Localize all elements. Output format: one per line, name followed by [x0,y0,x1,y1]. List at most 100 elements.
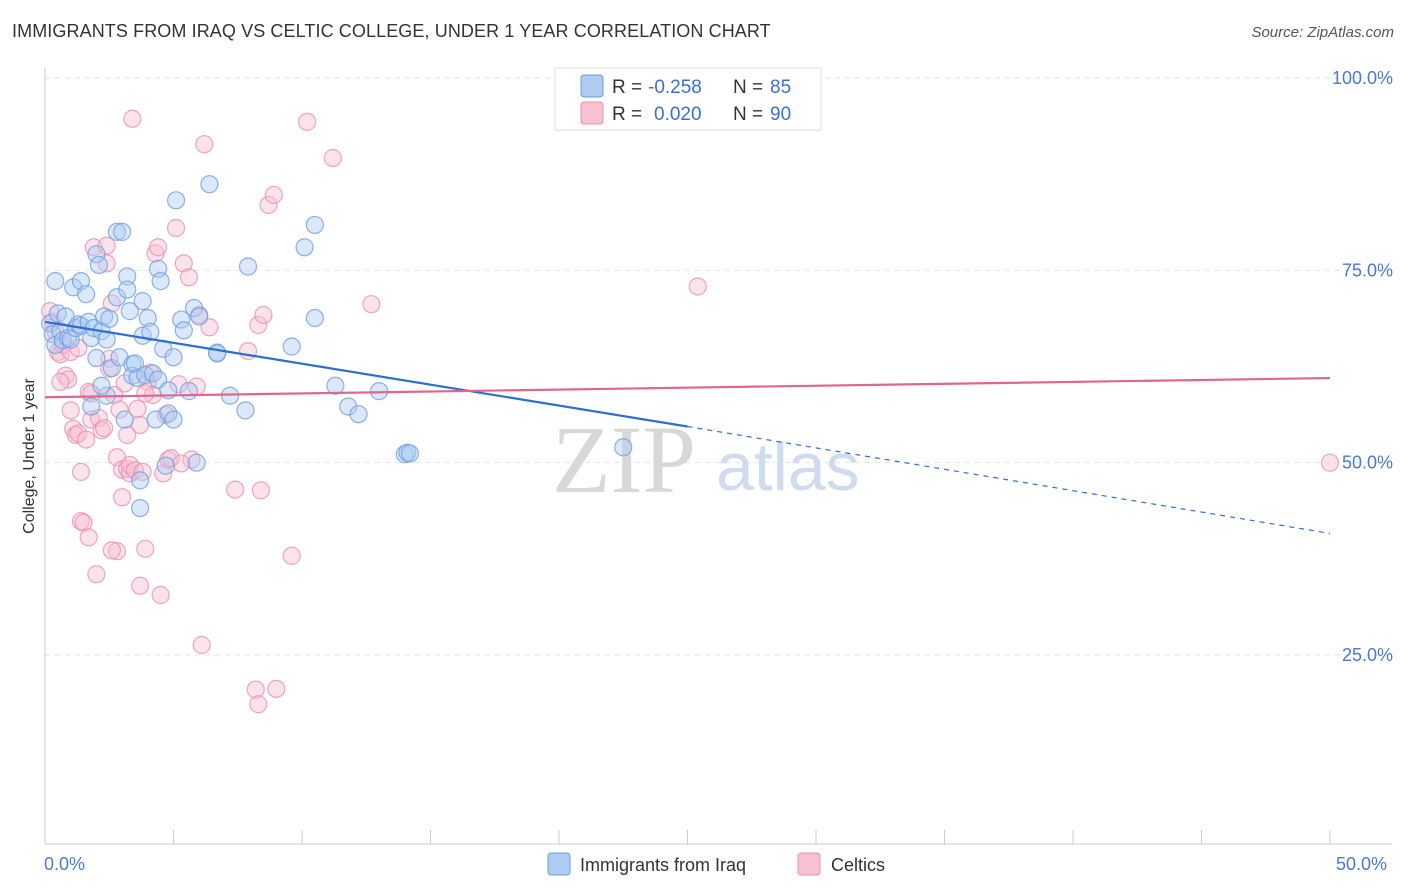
celtics-point [688,277,707,296]
y-tick-label-100: 100.0% [1332,68,1393,88]
iraq-point [305,215,324,235]
celtics-point [182,450,201,469]
celtics-point [151,585,170,605]
celtics-point [254,305,273,325]
iraq-point [141,322,160,341]
gridlines [45,77,1392,656]
celtics-point [148,238,168,257]
iraq-point [349,405,368,424]
watermark-atlas: atlas [716,429,860,505]
y-tick-labels: 25.0% 50.0% 75.0% 100.0% [1332,68,1393,665]
iraq-point [282,337,301,356]
iraq-point [151,272,170,291]
axes [44,68,1392,845]
iraq-point [295,238,314,257]
celtics-point [362,295,381,314]
iraq-point [184,298,204,318]
legend-n-label-celtics: N = [733,104,763,125]
iraq-point [208,344,227,363]
iraq-point [138,308,157,328]
iraq-point [100,309,119,328]
celtics-point [107,542,127,561]
celtics-point [130,415,150,435]
celtics-points [41,109,1340,714]
y-tick-label-75: 75.0% [1342,260,1393,280]
iraq-point [172,310,191,329]
legend-swatch-celtics [580,101,604,125]
iraq-point [77,285,96,304]
legend-r-label-iraq: R = [612,77,642,98]
iraq-point [220,386,240,405]
iraq-point [190,307,209,326]
iraq-point [115,410,134,429]
celtics-point [118,425,137,445]
celtics-point [226,480,245,499]
stats-legend: R = -0.258 N = 85 R = 0.020 N = 90 [554,67,822,131]
celtics-point [51,372,70,391]
iraq-point [164,348,183,367]
iraq-point [133,292,152,311]
celtics-point [238,342,258,361]
celtics-point [267,679,286,698]
celtics-point [169,375,188,394]
iraq-point [87,348,106,368]
watermark-zip: ZIP [552,406,696,513]
series-legend-label-celtics[interactable]: Celtics [831,855,885,875]
celtics-point [172,454,191,473]
celtics-point [251,481,270,500]
series-legend: Immigrants from Iraq Celtics [547,852,885,876]
iraq-point [200,175,219,194]
celtics-point [192,635,211,655]
source-credit: Source: ZipAtlas.com [1251,24,1394,41]
iraq-trend-extension [687,425,1331,535]
celtics-point [136,384,155,403]
iraq-point [179,382,199,401]
iraq-point [164,410,183,429]
x-tick-min: 0.0% [44,854,85,874]
celtics-point [125,461,145,480]
celtics-point [79,528,98,547]
iraq-trend-line [44,320,688,428]
iraq-point [125,354,145,373]
iraq-point [326,376,345,395]
celtics-point [61,401,80,420]
iraq-point [166,191,186,210]
iraq-point [118,267,137,286]
iraq-point [120,302,139,321]
legend-swatch-iraq [580,74,604,98]
iraq-point [112,222,132,241]
iraq-point [187,453,206,472]
legend-n-label-iraq: N = [733,77,763,98]
celtics-point [136,539,155,558]
iraq-point [130,471,150,490]
celtics-point [110,400,129,419]
legend-r-value-celtics: 0.020 [654,104,702,125]
celtics-point [1320,453,1340,472]
iraq-point [130,498,150,518]
iraq-point [87,245,106,264]
celtics-point [112,488,132,507]
celtics-point [102,541,121,560]
iraq-point [46,272,65,291]
celtics-point [246,680,265,699]
celtics-point [298,112,317,131]
celtics-point [282,546,301,565]
chart-title: IMMIGRANTS FROM IRAQ VS CELTIC COLLEGE, … [12,21,771,41]
celtics-point [166,218,186,238]
series-legend-label-iraq[interactable]: Immigrants from Iraq [580,855,746,875]
celtics-point [174,254,193,273]
iraq-point [238,257,258,276]
series-legend-swatch-iraq[interactable] [547,852,571,876]
celtics-point [92,421,111,440]
iraq-point [61,330,80,349]
trend-lines [44,320,1331,535]
celtics-point [130,576,150,595]
series-legend-swatch-celtics[interactable] [797,852,821,876]
legend-n-value-celtics: 90 [770,104,791,125]
iraq-point [156,456,175,475]
iraq-point [614,438,633,457]
iraq-point [107,222,127,241]
iraq-point [92,376,111,395]
y-tick-label-25: 25.0% [1342,645,1393,665]
